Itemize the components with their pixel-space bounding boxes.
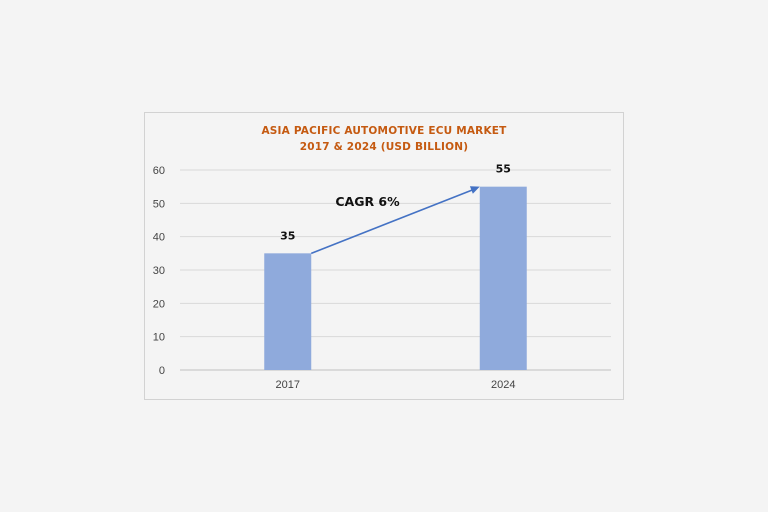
chart-plot: 0 10 20 30 40 50 60 2017 35 2024 55 CAGR 6% <box>153 163 611 391</box>
data-label: 35 <box>280 229 295 242</box>
cagr-arrow-line <box>310 187 477 255</box>
y-tick-label: 60 <box>153 165 165 177</box>
chart-title: ASIA PACIFIC AUTOMOTIVE ECU MARKET 2017 … <box>145 123 623 155</box>
bar-2017 <box>264 253 312 370</box>
x-tick-label: 2024 <box>491 379 515 391</box>
bar-2024 <box>479 186 527 370</box>
chart-title-line-2: 2017 & 2024 (USD BILLION) <box>299 141 469 153</box>
y-tick-label: 40 <box>153 232 165 244</box>
cagr-label: CAGR 6% <box>335 194 400 209</box>
chart-title-line-1: ASIA PACIFIC AUTOMOTIVE ECU MARKET <box>261 125 507 137</box>
cagr-arrowhead <box>469 186 480 194</box>
y-tick-label: 30 <box>153 265 165 277</box>
x-tick-label: 2017 <box>276 379 300 391</box>
chart-container: ASIA PACIFIC AUTOMOTIVE ECU MARKET 2017 … <box>144 112 624 400</box>
y-tick-label: 50 <box>153 198 165 210</box>
y-tick-label: 20 <box>153 298 165 310</box>
data-label: 55 <box>496 163 511 176</box>
y-tick-label: 10 <box>153 332 165 344</box>
y-tick-label: 0 <box>159 365 165 377</box>
